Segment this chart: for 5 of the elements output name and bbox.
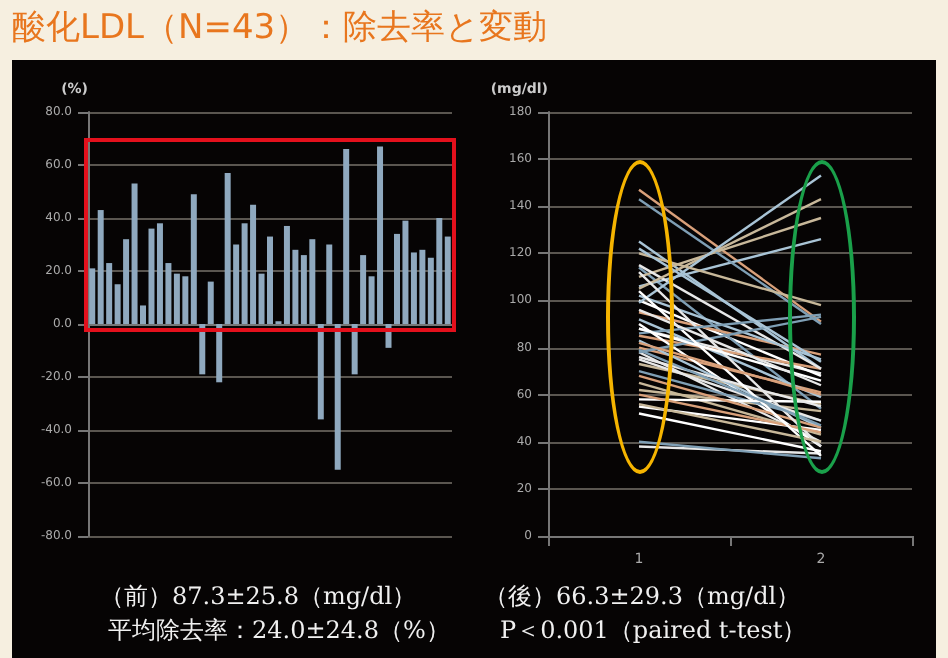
text: P＜0.001（paired t-test） [500, 614, 807, 648]
chart-title: 酸化LDL（N=43）：除去率と変動 [12, 6, 548, 50]
text: 平均除去率：24.0±24.8（%） [108, 614, 450, 648]
text: （前）87.3±25.8（mg/dl） [100, 580, 417, 614]
text: （後）66.3±29.3（mg/dl） [484, 580, 801, 614]
